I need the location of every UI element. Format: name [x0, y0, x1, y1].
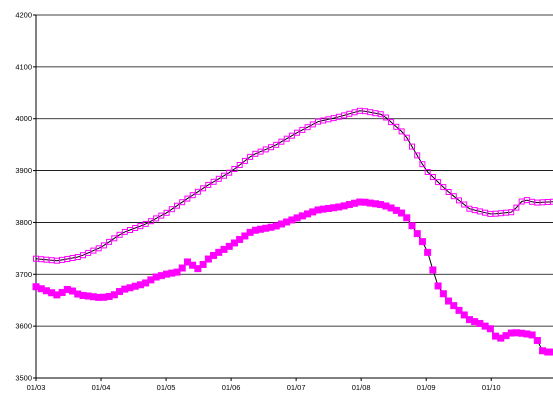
data-point-marker	[111, 235, 118, 242]
data-point-marker	[226, 169, 233, 176]
data-point-marker	[413, 230, 421, 238]
data-point-marker	[450, 193, 457, 200]
series-1	[33, 107, 553, 264]
data-point-marker	[435, 179, 442, 186]
y-tick-label: 4200	[15, 11, 32, 20]
y-tick-label: 3800	[15, 218, 32, 227]
series-2	[32, 198, 553, 356]
data-point-marker	[445, 189, 452, 195]
x-tick-label: 01/07	[287, 383, 306, 392]
data-point-marker	[445, 297, 453, 305]
data-point-marker	[513, 204, 520, 211]
data-point-marker	[194, 265, 202, 273]
data-point-marker	[460, 311, 468, 319]
data-point-marker	[100, 242, 107, 249]
y-tick-label: 3700	[15, 270, 32, 279]
data-point-marker	[199, 260, 207, 268]
data-point-marker	[393, 123, 400, 130]
data-point-marker	[173, 268, 181, 276]
data-point-marker	[231, 166, 238, 172]
data-point-marker	[440, 184, 447, 191]
data-point-marker	[418, 238, 426, 246]
data-point-marker	[189, 192, 196, 199]
data-point-marker	[408, 222, 416, 230]
data-point-marker	[419, 161, 426, 168]
data-point-marker	[439, 290, 447, 298]
y-tick-label: 3900	[15, 166, 32, 175]
data-point-marker	[549, 348, 553, 356]
data-point-marker	[528, 331, 536, 339]
series-line	[35, 201, 553, 353]
data-point-marker	[456, 197, 462, 204]
data-point-marker	[424, 248, 432, 256]
x-tick-labels: 01/03 01/04 01/05 01/06 01/07 01/08 01/09 01/10	[27, 378, 501, 392]
data-point-marker	[508, 209, 515, 216]
data-point-marker	[388, 119, 395, 126]
data-point-marker	[236, 162, 243, 168]
data-point-marker	[205, 181, 212, 188]
data-point-marker	[163, 209, 170, 216]
data-point-marker	[178, 264, 186, 272]
data-point-marker	[455, 306, 463, 314]
data-point-marker	[174, 202, 180, 209]
data-point-marker	[409, 143, 415, 150]
data-point-marker	[429, 174, 436, 180]
y-tick-label: 4100	[15, 62, 32, 71]
data-point-marker	[179, 199, 186, 206]
data-point-marker	[429, 266, 437, 274]
data-point-marker	[403, 214, 411, 222]
data-point-marker	[533, 336, 541, 344]
axes	[35, 15, 553, 379]
data-point-marker	[450, 302, 458, 310]
y-tick-labels: 3500 3600 3700 3800 3900 4000 4100 4200	[15, 11, 36, 383]
x-tick-label: 01/05	[157, 383, 176, 392]
data-point-marker	[461, 201, 468, 208]
data-point-marker	[204, 255, 212, 263]
data-point-marker	[247, 153, 254, 160]
y-tick-label: 4000	[15, 114, 32, 123]
data-point-marker	[273, 141, 280, 148]
data-point-marker	[398, 128, 405, 135]
y-tick-label: 3600	[15, 322, 32, 331]
x-tick-label: 01/09	[417, 383, 436, 392]
data-point-marker	[403, 134, 410, 141]
data-point-marker	[168, 206, 175, 213]
x-tick-label: 01/10	[482, 383, 501, 392]
data-point-marker	[241, 232, 249, 240]
data-point-marker	[434, 282, 442, 290]
data-point-marker	[382, 114, 389, 121]
y-tick-label: 3500	[15, 374, 32, 383]
data-point-marker	[200, 185, 207, 192]
x-tick-label: 01/03	[27, 383, 46, 392]
grid-lines	[36, 14, 553, 327]
data-point-marker	[215, 175, 222, 182]
data-point-marker	[414, 152, 421, 159]
x-tick-label: 01/04	[92, 383, 111, 392]
data-point-marker	[398, 209, 406, 217]
data-point-marker	[184, 195, 191, 202]
data-point-marker	[377, 111, 384, 118]
x-tick-label: 01/06	[222, 383, 241, 392]
series-layer	[32, 107, 553, 356]
data-point-marker	[194, 188, 201, 195]
data-point-marker	[424, 169, 431, 175]
data-point-marker	[550, 198, 553, 205]
data-point-marker	[106, 238, 113, 245]
data-point-marker	[486, 325, 494, 333]
data-point-marker	[241, 157, 248, 164]
x-tick-label: 01/08	[352, 383, 371, 392]
